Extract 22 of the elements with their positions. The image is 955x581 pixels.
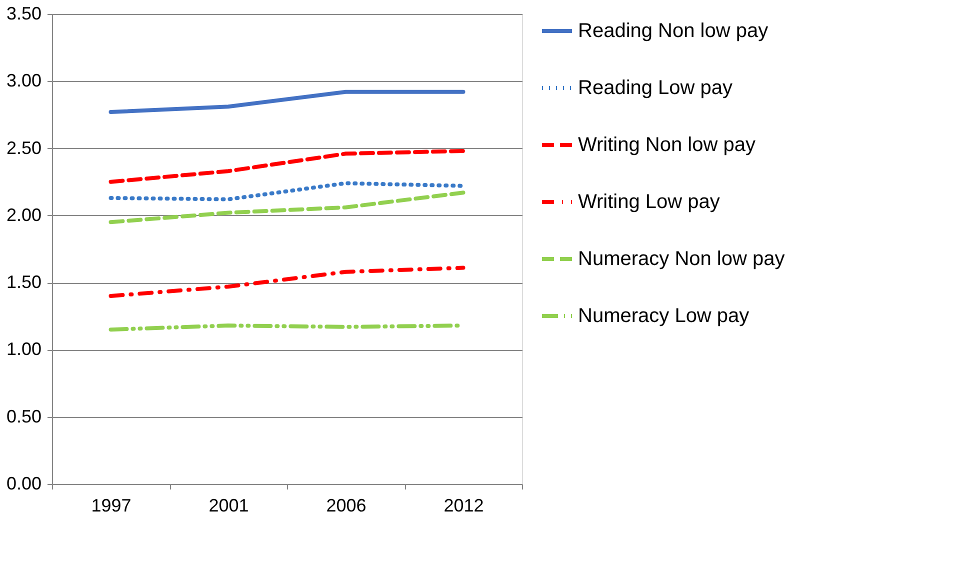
y-tick-label: 0.50: [6, 406, 42, 426]
y-tick-label: 3.50: [6, 4, 42, 24]
y-tick-label: 3.00: [6, 70, 42, 91]
y-tick-label: 2.50: [6, 138, 42, 158]
legend-label: Writing Low pay: [578, 191, 720, 213]
legend-label: Numeracy Non low pay: [578, 248, 785, 270]
legend-label: Reading Low pay: [578, 77, 733, 99]
line-series: [108, 266, 466, 298]
x-tick-label: 2001: [208, 496, 249, 516]
legend-label: Reading Non low pay: [578, 20, 768, 42]
x-tick-label: 1997: [91, 496, 132, 516]
y-tick-label: 0.00: [6, 474, 42, 494]
line-series: [108, 190, 466, 224]
legend-label: Numeracy Low pay: [578, 305, 750, 327]
y-tick-label: 2.00: [6, 204, 42, 225]
legend-label: Writing Non low pay: [578, 134, 756, 156]
y-tick-label: 1.00: [6, 339, 42, 360]
y-tick-label: 1.50: [6, 272, 42, 292]
line-series: [108, 181, 466, 202]
x-tick-label: 2012: [444, 496, 484, 516]
line-series: [108, 148, 466, 184]
x-tick-label: 2006: [326, 496, 366, 516]
